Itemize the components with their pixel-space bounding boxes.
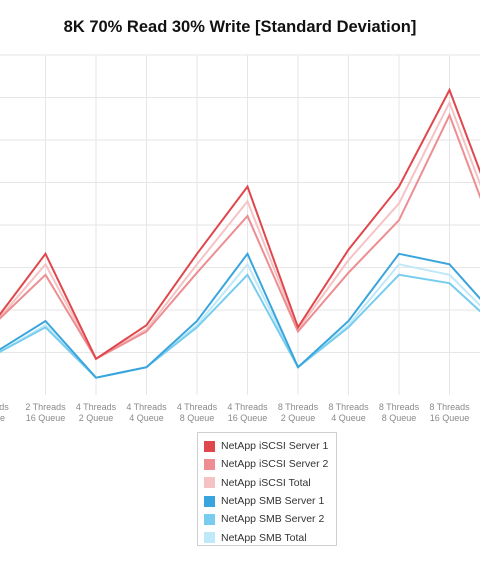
x-tick-label: 2 Threads 16 Queue [25,402,66,423]
legend-label: NetApp SMB Server 2 [221,513,325,526]
legend-swatch [204,513,215,525]
x-tick-label: 8 Threads 8 Queue [379,402,420,423]
chart-title: 8K 70% Read 30% Write [Standard Deviatio… [63,18,417,36]
legend-label: NetApp iSCSI Server 1 [221,440,329,453]
x-tick-label: 4 Threads 4 Queue [126,402,167,423]
legend-swatch [204,495,215,507]
legend-swatch [204,458,215,470]
series-line-1 [0,87,480,361]
x-tick-label: 4 Threads 16 Queue [227,402,268,423]
legend-label: NetApp SMB Total [221,531,307,544]
legend-item[interactable]: NetApp SMB Server 1 [204,492,336,510]
legend-item[interactable]: NetApp iSCSI Server 2 [204,455,336,473]
x-tick-label: 4 Threads 2 Queue [76,402,117,423]
x-tick-label: 8 Threads 2 Queue [278,402,319,423]
legend-item[interactable]: NetApp SMB Total [204,528,336,546]
legend-label: NetApp SMB Server 1 [221,495,325,508]
legend: NetApp iSCSI Server 1 NetApp iSCSI Server… [197,432,337,546]
series-line-2 [0,112,480,361]
legend-label: NetApp iSCSI Server 2 [221,458,329,471]
x-tick-label: 8 Threads 16 Queue [429,402,470,423]
series-line-5 [0,273,480,379]
legend-swatch [204,440,215,452]
legend-swatch [204,532,215,544]
legend-item[interactable]: NetApp iSCSI Server 1 [204,437,336,455]
series-line-4 [0,251,480,379]
legend-item[interactable]: NetApp iSCSI Total [204,474,336,492]
legend-item[interactable]: NetApp SMB Server 2 [204,510,336,528]
legend-label: NetApp iSCSI Total [221,476,311,489]
grid [0,54,480,395]
x-tick-label: 4 Threads 8 Queue [177,402,218,423]
series-line-3 [0,100,480,361]
legend-swatch [204,477,215,489]
x-tick-label: hreadsueue [0,402,9,423]
x-tick-label: 8 Threads 4 Queue [328,402,369,423]
